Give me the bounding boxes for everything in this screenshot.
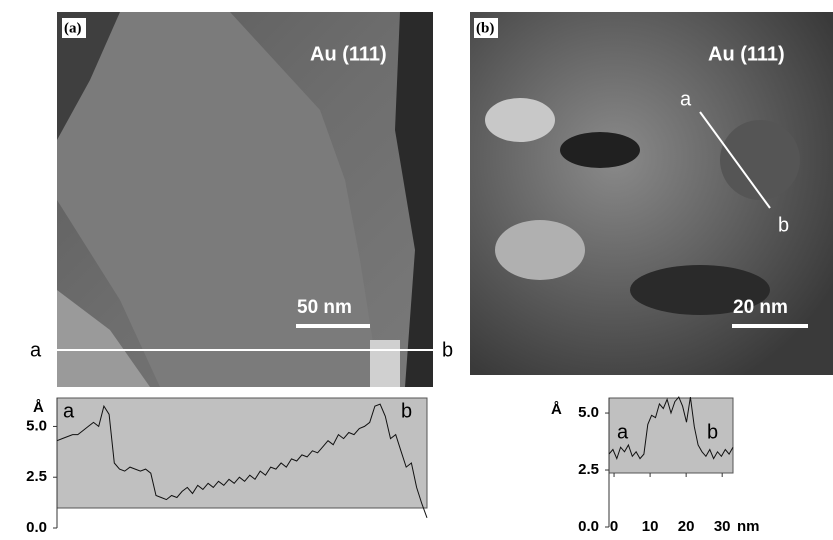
x-tick-label: 30 — [714, 518, 731, 535]
y-tick-label: 2.5 — [578, 461, 599, 478]
panel-label: (b) — [476, 20, 494, 36]
y-tick-label: 0.0 — [578, 518, 599, 535]
profile-line — [608, 396, 734, 461]
line-end: b — [442, 339, 453, 361]
y-unit: Å — [33, 399, 44, 416]
material: Au (111) — [708, 43, 785, 65]
scale-label: 20 nm — [733, 297, 788, 318]
profile-end: b — [707, 421, 718, 443]
profile-box — [56, 397, 428, 509]
profile-start: a — [63, 400, 75, 422]
line-start: a — [30, 339, 42, 361]
x-tick-label: 10 — [642, 518, 659, 535]
scale-label: 50 nm — [297, 297, 352, 318]
y-tick-label: 5.0 — [26, 417, 47, 434]
stm-image-b — [470, 12, 833, 375]
material: Au (111) — [310, 43, 387, 65]
profile-line — [56, 403, 428, 518]
profile-end: b — [401, 400, 412, 422]
x-tick-label: 20 — [678, 518, 695, 535]
y-tick-label: 5.0 — [578, 404, 599, 421]
scan-line — [699, 111, 771, 209]
y-unit: Å — [551, 401, 562, 418]
line-end: b — [778, 214, 789, 236]
x-tick-label: 0 — [610, 518, 618, 535]
panel-label: (a) — [64, 20, 82, 36]
y-tick-label: 0.0 — [26, 519, 47, 535]
profile-start: a — [617, 421, 629, 443]
y-tick-label: 2.5 — [26, 468, 47, 485]
line-start: a — [680, 88, 692, 110]
x-unit: nm — [737, 518, 760, 535]
stm-image-a — [57, 12, 433, 387]
